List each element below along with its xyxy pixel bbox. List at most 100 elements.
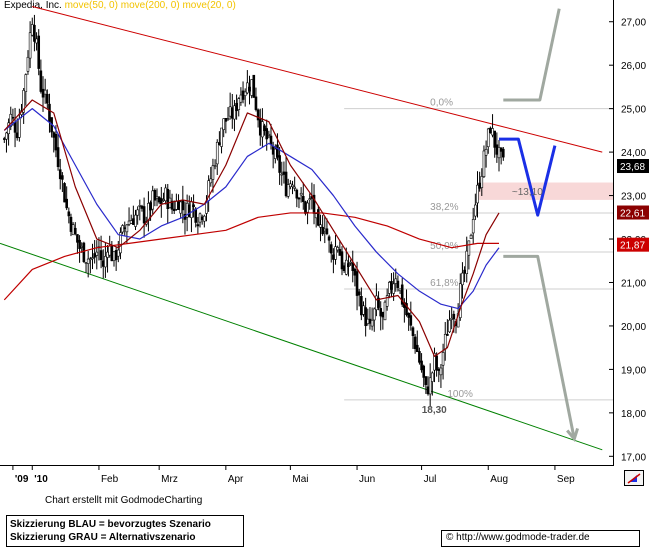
- candle-body-127: [276, 144, 279, 158]
- candle-body-165: [357, 291, 361, 296]
- candle-body-198: [428, 377, 432, 395]
- candle-body-203: [439, 367, 443, 376]
- candle-body-91: [198, 213, 202, 223]
- candle-body-170: [368, 318, 372, 324]
- fib-label-4: 100%: [447, 389, 473, 400]
- candle-body-115: [250, 79, 253, 96]
- candle-body-27: [61, 175, 64, 180]
- candle-body-125: [271, 146, 275, 155]
- candle-body-130: [282, 171, 286, 175]
- candle-body-25: [56, 147, 60, 167]
- candle-body-164: [355, 271, 359, 296]
- y-tick-label-0: 17,00: [621, 452, 646, 463]
- candle-body-129: [280, 173, 284, 176]
- candle-body-23: [52, 132, 56, 138]
- fib-label-2: 50,0%: [430, 241, 458, 252]
- candle-body-160: [347, 263, 350, 267]
- candle-body-81: [177, 200, 180, 210]
- candle-body-205: [443, 333, 447, 350]
- candle-body-195: [422, 365, 426, 378]
- scenario-gray-down: [503, 254, 576, 440]
- candle-body-194: [420, 360, 423, 371]
- candle-body-157: [340, 251, 344, 270]
- candle-body-38: [84, 262, 88, 264]
- candle-body-13: [30, 24, 34, 36]
- candle-body-110: [239, 94, 243, 103]
- candle-body-100: [218, 142, 221, 145]
- candle-body-225: [486, 128, 490, 148]
- candle-body-141: [306, 202, 309, 213]
- candle-body-26: [58, 169, 62, 180]
- price-tag-ma200: [617, 237, 649, 252]
- x-tick-label-4: Apr: [228, 474, 244, 485]
- candle-body-93: [203, 215, 206, 222]
- candle-body-209: [452, 313, 456, 320]
- candle-body-221: [478, 182, 481, 189]
- candle-body-119: [258, 119, 262, 136]
- copyright-icon: ©: [446, 532, 457, 543]
- candle-body-136: [295, 189, 299, 199]
- candle-body-103: [224, 118, 228, 122]
- y-tick-label-8: 25,00: [621, 105, 646, 116]
- candle-body-61: [134, 214, 137, 227]
- candle-body-217: [469, 234, 473, 239]
- candle-body-162: [351, 262, 355, 271]
- candle-body-133: [289, 183, 292, 188]
- candle-body-204: [441, 352, 445, 366]
- note-gray: Skizzierung GRAU = Alternativszenario: [10, 532, 196, 543]
- plot-frame: [0, 0, 614, 466]
- candle-body-88: [192, 204, 195, 208]
- candle-body-82: [179, 201, 182, 214]
- candle-body-97: [211, 165, 215, 180]
- candle-body-154: [334, 246, 337, 260]
- candle-body-79: [172, 208, 176, 212]
- candle-body-145: [314, 213, 318, 219]
- candle-body-107: [233, 105, 236, 120]
- candle-body-12: [28, 32, 32, 59]
- fib-label-3: 61,8%: [430, 278, 458, 289]
- candle-body-202: [437, 368, 441, 371]
- candle-body-166: [360, 296, 363, 316]
- x-tick-label-3: Mrz: [161, 474, 178, 485]
- candle-body-149: [323, 228, 327, 232]
- legend-ma50: move(50, 0): [64, 0, 118, 11]
- candle-body-47: [104, 256, 107, 268]
- band-label: ~13,10: [512, 187, 543, 198]
- candle-body-128: [278, 155, 281, 173]
- candle-body-201: [435, 355, 438, 371]
- candle-body-40: [89, 258, 92, 261]
- candle-body-126: [274, 148, 277, 159]
- note-blue: Skizzierung BLAU = bevorzugtes Szenario: [10, 519, 211, 530]
- candle-body-132: [286, 184, 290, 197]
- candle-body-28: [63, 183, 66, 203]
- candle-body-14: [33, 24, 36, 42]
- candle-body-42: [93, 253, 96, 258]
- candle-body-167: [362, 305, 365, 315]
- source-url[interactable]: © http://www.godmode-trader.de: [441, 530, 640, 547]
- candle-body-174: [377, 297, 380, 308]
- arrow-icon[interactable]: [624, 470, 644, 486]
- candle-body-72: [157, 197, 161, 203]
- candle-body-150: [325, 228, 329, 235]
- candle-body-177: [383, 301, 387, 321]
- candle-body-55: [121, 225, 124, 233]
- candle-body-196: [424, 376, 428, 385]
- candle-body-57: [125, 224, 129, 233]
- candle-body-37: [82, 242, 86, 263]
- candle-body-226: [489, 127, 492, 134]
- candle-body-197: [426, 386, 430, 395]
- candle-body-43: [95, 251, 99, 256]
- candle-body-139: [301, 196, 305, 202]
- y-tick-label-4: 21,00: [621, 278, 646, 289]
- candle-body-118: [256, 109, 260, 121]
- candle-body-138: [299, 192, 303, 196]
- ma20-line: [3, 99, 500, 357]
- price-tag-label-ma200: 21,87: [620, 241, 645, 252]
- candle-body-36: [80, 246, 84, 248]
- candle-body-89: [194, 208, 198, 223]
- low-label-0: 18,30: [422, 405, 447, 416]
- price-tag-ma20: [617, 205, 649, 220]
- candle-body-105: [228, 106, 232, 117]
- source-url-text: http://www.godmode-trader.de: [456, 532, 590, 543]
